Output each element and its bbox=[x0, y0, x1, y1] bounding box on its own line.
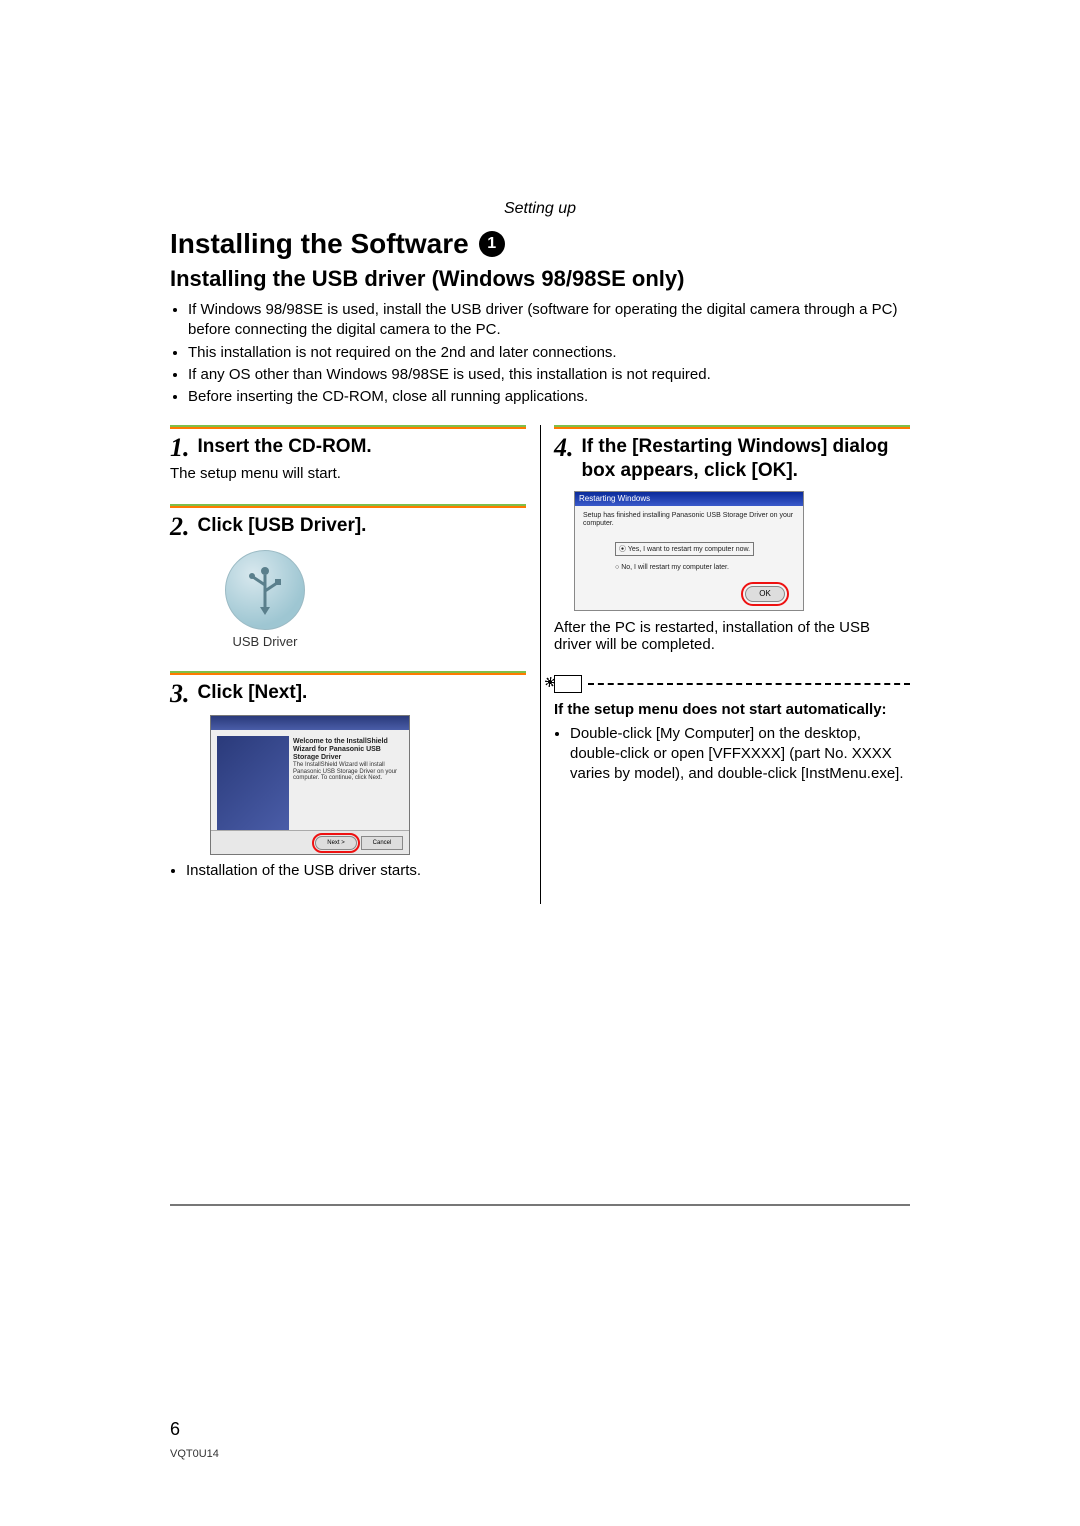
step-2: 2. Click [USB Driver]. USB Driver bbox=[170, 504, 526, 649]
step-4: 4. If the [Restarting Windows] dialog bo… bbox=[554, 425, 910, 653]
step-title: Click [USB Driver]. bbox=[198, 514, 367, 538]
step-number: 1. bbox=[170, 435, 190, 461]
step-title: Insert the CD-ROM. bbox=[198, 435, 372, 459]
intro-bullet: If Windows 98/98SE is used, install the … bbox=[188, 300, 910, 341]
wizard-text: The InstallShield Wizard will install Pa… bbox=[293, 762, 401, 782]
intro-bullet: This installation is not required on the… bbox=[188, 343, 910, 363]
step-title: If the [Restarting Windows] dialog box a… bbox=[582, 435, 911, 483]
install-wizard-screenshot: Welcome to the InstallShield Wizard for … bbox=[210, 715, 410, 855]
step-3: 3. Click [Next]. Welcome to the InstallS… bbox=[170, 671, 526, 881]
step-number: 2. bbox=[170, 514, 190, 540]
usb-icon bbox=[245, 565, 285, 615]
step-after-text: After the PC is restarted, installation … bbox=[554, 619, 910, 653]
note-bullet: Double-click [My Computer] on the deskto… bbox=[570, 724, 910, 785]
intro-bullet: Before inserting the CD-ROM, close all r… bbox=[188, 387, 910, 407]
section-label: Setting up bbox=[170, 200, 910, 218]
step-number: 4. bbox=[554, 435, 574, 461]
wizard-heading: Welcome to the InstallShield Wizard for … bbox=[293, 738, 401, 761]
step-bullet: Installation of the USB driver starts. bbox=[186, 861, 526, 881]
step-1: 1. Insert the CD-ROM. The setup menu wil… bbox=[170, 425, 526, 482]
next-button[interactable]: Next > bbox=[315, 836, 357, 850]
intro-bullets: If Windows 98/98SE is used, install the … bbox=[188, 300, 910, 407]
radio-restart-later[interactable]: ○ No, I will restart my computer later. bbox=[615, 564, 783, 571]
ok-button[interactable]: OK bbox=[745, 586, 785, 602]
step-rule bbox=[170, 671, 526, 675]
step-rule bbox=[170, 504, 526, 508]
step-title: Click [Next]. bbox=[198, 681, 308, 705]
usb-icon-label: USB Driver bbox=[210, 634, 320, 649]
dialog-title: Restarting Windows bbox=[575, 492, 803, 506]
note-title: If the setup menu does not start automat… bbox=[554, 701, 910, 718]
step-body: The setup menu will start. bbox=[170, 465, 526, 482]
step-rule bbox=[170, 425, 526, 429]
restarting-windows-screenshot: Restarting Windows Setup has finished in… bbox=[574, 491, 804, 611]
document-code: VQT0U14 bbox=[170, 1448, 219, 1460]
column-divider bbox=[540, 425, 541, 903]
note-divider bbox=[554, 675, 910, 693]
step-rule bbox=[554, 425, 910, 429]
page-title: Installing the Software bbox=[170, 228, 469, 260]
intro-bullet: If any OS other than Windows 98/98SE is … bbox=[188, 365, 910, 385]
radio-restart-now[interactable]: ⦿ Yes, I want to restart my computer now… bbox=[615, 542, 754, 556]
page-subtitle: Installing the USB driver (Windows 98/98… bbox=[170, 266, 910, 292]
step-number: 3. bbox=[170, 681, 190, 707]
usb-driver-icon: USB Driver bbox=[210, 550, 320, 649]
page-number: 6 bbox=[170, 1419, 180, 1440]
title-badge: 1 bbox=[479, 231, 505, 257]
dialog-message: Setup has finished installing Panasonic … bbox=[583, 512, 795, 529]
note-icon bbox=[554, 675, 582, 693]
cancel-button[interactable]: Cancel bbox=[361, 836, 403, 850]
